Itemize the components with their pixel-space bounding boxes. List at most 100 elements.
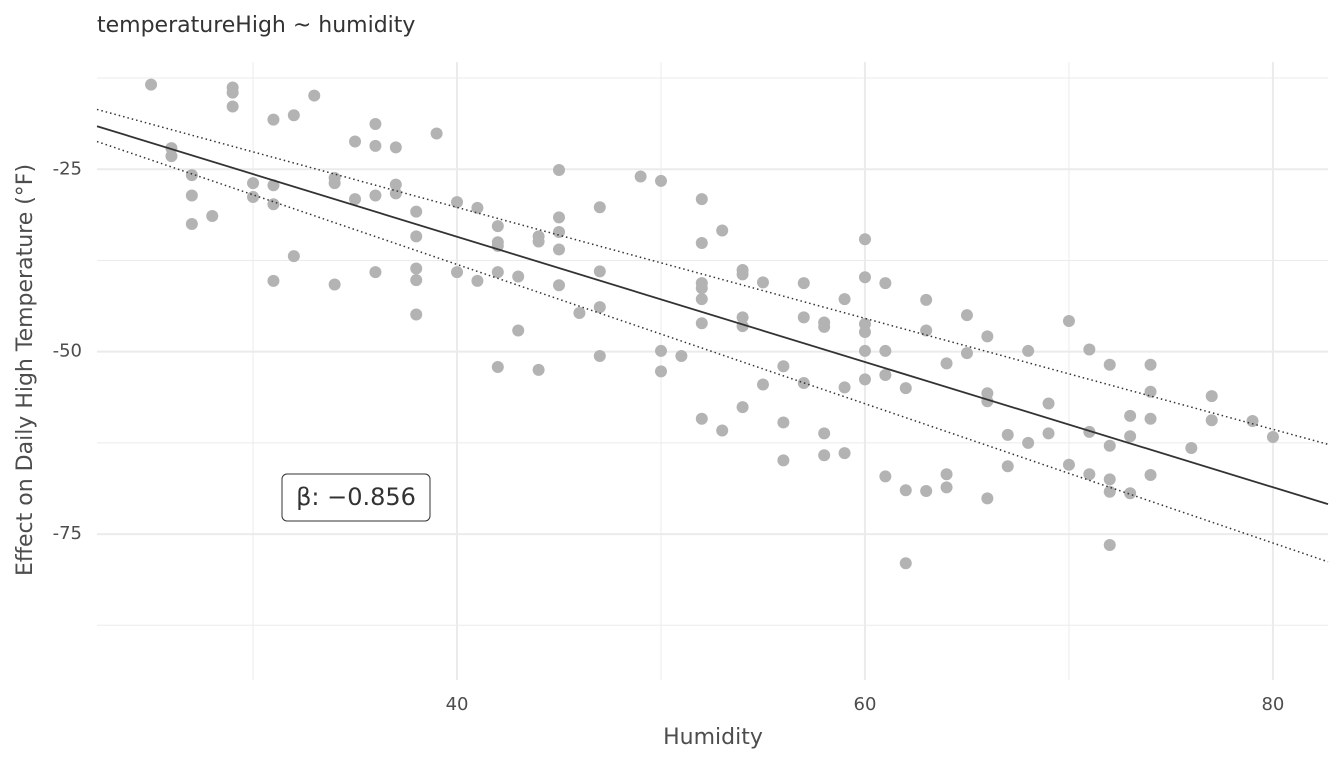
point: [736, 401, 749, 414]
point: [1103, 539, 1116, 552]
point: [369, 139, 382, 152]
point: [491, 360, 504, 373]
point: [940, 481, 953, 494]
point: [389, 141, 402, 154]
point: [1246, 414, 1259, 427]
point: [185, 189, 198, 202]
point: [756, 378, 769, 391]
point: [716, 424, 729, 437]
point: [838, 293, 851, 306]
point: [858, 373, 871, 386]
point: [940, 468, 953, 481]
point: [287, 250, 300, 263]
point: [1001, 460, 1014, 473]
point: [695, 236, 708, 249]
point: [389, 187, 402, 200]
point: [960, 309, 973, 322]
point: [695, 412, 708, 425]
point: [1083, 468, 1096, 481]
point: [777, 454, 790, 467]
point: [858, 344, 871, 357]
point: [1144, 358, 1157, 371]
point: [369, 118, 382, 131]
point: [1144, 412, 1157, 425]
point: [675, 350, 688, 363]
point: [1103, 358, 1116, 371]
point: [736, 268, 749, 281]
point: [328, 177, 341, 190]
annotation: β: −0.856: [296, 483, 416, 511]
point: [593, 350, 606, 363]
point: [226, 100, 239, 113]
y-tick-label: -50: [53, 341, 82, 362]
point: [491, 220, 504, 233]
point: [736, 311, 749, 324]
point: [165, 150, 178, 163]
point: [267, 198, 280, 211]
ci-upper-line: [96, 108, 1329, 446]
point: [410, 205, 423, 218]
point: [858, 271, 871, 284]
point: [389, 178, 402, 191]
point: [267, 179, 280, 192]
x-tick-label: 60: [854, 694, 877, 715]
point: [1205, 390, 1218, 403]
point: [471, 274, 484, 287]
point: [410, 274, 423, 287]
point: [797, 277, 810, 290]
point: [1144, 468, 1157, 481]
point: [899, 484, 912, 497]
point: [1103, 473, 1116, 486]
point: [553, 211, 566, 224]
point: [1022, 344, 1035, 357]
point: [838, 381, 851, 394]
point: [553, 226, 566, 239]
point: [940, 357, 953, 370]
point: [1022, 436, 1035, 449]
point: [858, 233, 871, 246]
point: [756, 276, 769, 289]
point: [1205, 414, 1218, 427]
point: [818, 320, 831, 333]
point: [879, 277, 892, 290]
point: [1062, 315, 1075, 328]
point: [899, 382, 912, 395]
point: [654, 365, 667, 378]
point: [593, 301, 606, 314]
point: [899, 557, 912, 570]
point: [451, 196, 464, 209]
point: [553, 243, 566, 256]
point: [797, 377, 810, 390]
point: [654, 344, 667, 357]
point: [818, 449, 831, 462]
point: [145, 78, 158, 91]
point: [410, 308, 423, 321]
point: [267, 113, 280, 126]
point: [451, 266, 464, 279]
point: [349, 193, 362, 206]
point: [1083, 343, 1096, 356]
ci-lower-line: [96, 140, 1329, 563]
point: [553, 279, 566, 292]
x-axis-label: Humidity: [663, 725, 763, 750]
point: [226, 86, 239, 99]
point: [818, 427, 831, 440]
point: [410, 230, 423, 243]
x-tick-label: 80: [1261, 694, 1284, 715]
point: [185, 217, 198, 230]
grid: [97, 62, 1328, 680]
y-tick-label: -75: [53, 523, 82, 544]
point: [879, 369, 892, 382]
point: [512, 324, 525, 337]
point: [1144, 385, 1157, 398]
point: [532, 235, 545, 248]
point: [328, 278, 341, 291]
point: [879, 344, 892, 357]
point: [981, 330, 994, 343]
point: [879, 470, 892, 483]
point: [1042, 427, 1055, 440]
point: [777, 416, 790, 429]
point: [369, 189, 382, 202]
point: [1124, 409, 1137, 422]
